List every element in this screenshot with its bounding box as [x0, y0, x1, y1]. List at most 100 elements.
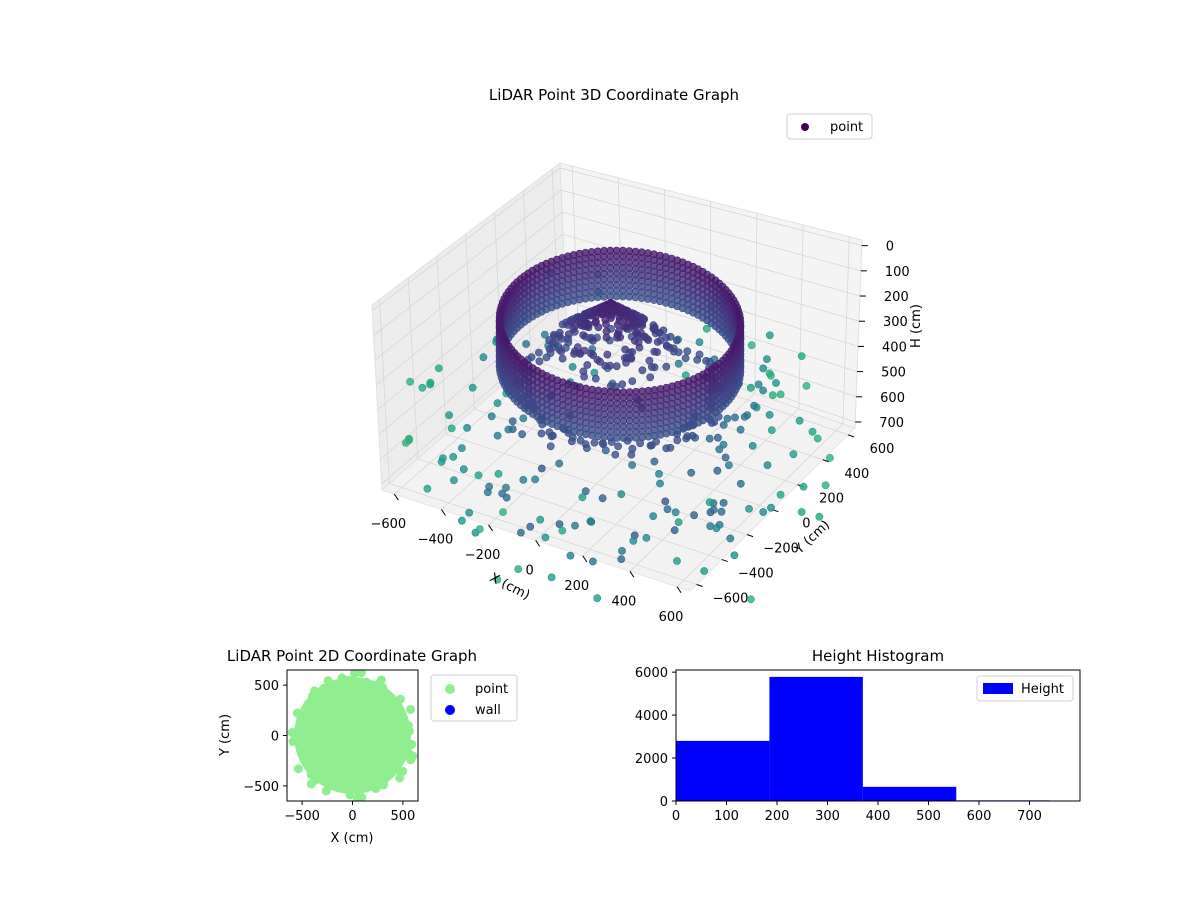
- scatter2d-point: [355, 779, 365, 789]
- scatter3d-point: [423, 484, 432, 493]
- scatter3d-x-tick: [393, 493, 399, 501]
- scatter2d-point: [386, 766, 396, 776]
- scatter3d-point: [666, 443, 675, 452]
- scatter3d-point: [768, 391, 777, 400]
- scatter3d-point: [815, 512, 824, 521]
- scatter3d-point: [750, 401, 758, 410]
- scatter2d-point: [408, 751, 418, 761]
- scatter3d-y-tick-label: 0: [802, 517, 810, 532]
- scatter3d-point: [621, 345, 630, 354]
- histogram-x-tick-label: 100: [714, 809, 739, 824]
- scatter3d-point: [571, 521, 579, 530]
- scatter3d-point: [655, 328, 664, 337]
- scatter3d-point: [457, 444, 466, 452]
- scatter3d-point: [578, 493, 587, 502]
- scatter3d-point: [602, 333, 611, 342]
- scatter3d-grid-line: [474, 408, 773, 511]
- scatter2d-point: [310, 686, 320, 696]
- scatter3d-z-tick-label: 400: [882, 340, 907, 355]
- scatter3d-x-tick-label: 600: [659, 610, 684, 625]
- scatter2d-point: [319, 774, 329, 784]
- scatter3d-point: [502, 493, 511, 502]
- scatter3d-point: [776, 490, 785, 499]
- scatter3d-point: [531, 475, 539, 484]
- scatter3d-y-tick: [696, 584, 703, 587]
- scatter3d-point: [681, 354, 690, 363]
- scatter3d-y-tick-label: −200: [763, 542, 799, 557]
- scatter2d-legend-marker-wall: [445, 705, 455, 715]
- scatter3d-point: [740, 412, 749, 421]
- scatter3d-point: [475, 525, 484, 533]
- histogram-bar: [676, 740, 770, 801]
- scatter3d-point: [629, 537, 638, 545]
- scatter3d-z-tick-label: 600: [880, 391, 905, 406]
- scatter3d-point: [663, 505, 672, 514]
- scatter3d-point: [535, 348, 543, 357]
- scatter3d-point: [617, 555, 626, 563]
- scatter3d-point: [747, 341, 756, 350]
- scatter3d-point: [795, 416, 804, 425]
- scatter3d-point: [671, 508, 680, 517]
- scatter3d-x-tick: [488, 524, 493, 532]
- scatter3d-point: [772, 379, 780, 387]
- scatter2d-title: LiDAR Point 2D Coordinate Graph: [227, 647, 477, 665]
- scatter3d-point: [797, 352, 806, 360]
- scatter3d-point: [693, 355, 702, 364]
- scatter3d-point: [649, 512, 658, 520]
- scatter3d-point: [643, 334, 652, 343]
- scatter3d-point: [519, 475, 528, 484]
- scatter3d-point: [642, 534, 651, 542]
- scatter2d-point: [306, 779, 316, 789]
- scatter3d-point: [579, 331, 588, 339]
- scatter2d-point: [404, 726, 414, 736]
- scatter3d-point: [670, 526, 679, 535]
- scatter3d-point: [748, 441, 757, 450]
- scatter3d-x-tick-label: 0: [526, 563, 534, 578]
- scatter3d-point: [537, 429, 546, 438]
- scatter3d-point: [719, 498, 728, 507]
- scatter2d-point: [330, 778, 340, 788]
- scatter3d-point: [627, 354, 636, 363]
- scatter3d-z-tick-label: 0: [886, 240, 894, 255]
- histogram-legend-label: Height: [1021, 682, 1064, 697]
- scatter3d-point: [690, 511, 698, 520]
- scatter2d-point: [356, 670, 366, 678]
- scatter2d-y-tick-label: 0: [271, 730, 279, 745]
- scatter2d-ylabel: Y (cm): [218, 714, 233, 757]
- histogram-x-tick-label: 200: [765, 809, 790, 824]
- scatter2d-point: [321, 786, 331, 796]
- scatter2d-point: [406, 704, 416, 714]
- scatter3d-point: [695, 338, 704, 346]
- scatter3d-point: [457, 516, 466, 525]
- scatter3d-point: [581, 487, 590, 496]
- scatter3d-point: [611, 450, 620, 459]
- scatter3d-z-tick-label: 300: [883, 315, 908, 330]
- scatter3d-point: [499, 508, 507, 516]
- scatter3d-point: [628, 377, 637, 385]
- scatter3d-point: [700, 567, 709, 575]
- histogram-plot: 0 100 200 300 400 500 600 700 0 2000 4000 6000: [635, 666, 1081, 824]
- scatter3d-point: [725, 461, 733, 470]
- scatter3d-point: [445, 411, 453, 420]
- scatter3d-point: [821, 481, 830, 490]
- scatter2d-point: [287, 728, 297, 738]
- scatter3d-point: [474, 471, 483, 480]
- scatter3d-point: [536, 515, 545, 524]
- scatter3d-point: [767, 503, 775, 512]
- scatter3d-z-tick-label: 100: [885, 265, 910, 280]
- scatter2d-plot: −500 0 500 −500 0 500: [243, 669, 419, 824]
- scatter2d-legend: point wall: [430, 674, 518, 722]
- scatter3d-point: [479, 353, 488, 362]
- scatter2d-point: [391, 706, 401, 716]
- scatter3d-y-tick-label: −600: [713, 591, 749, 606]
- scatter3d-point: [537, 464, 546, 473]
- scatter3d-point: [514, 565, 523, 573]
- scatter2d-point: [340, 682, 350, 692]
- scatter2d-y-tick-label: 500: [254, 679, 279, 694]
- scatter3d-point: [717, 507, 726, 516]
- scatter2d-point: [293, 764, 303, 774]
- scatter3d-point: [519, 414, 528, 423]
- scatter3d-point: [674, 518, 683, 526]
